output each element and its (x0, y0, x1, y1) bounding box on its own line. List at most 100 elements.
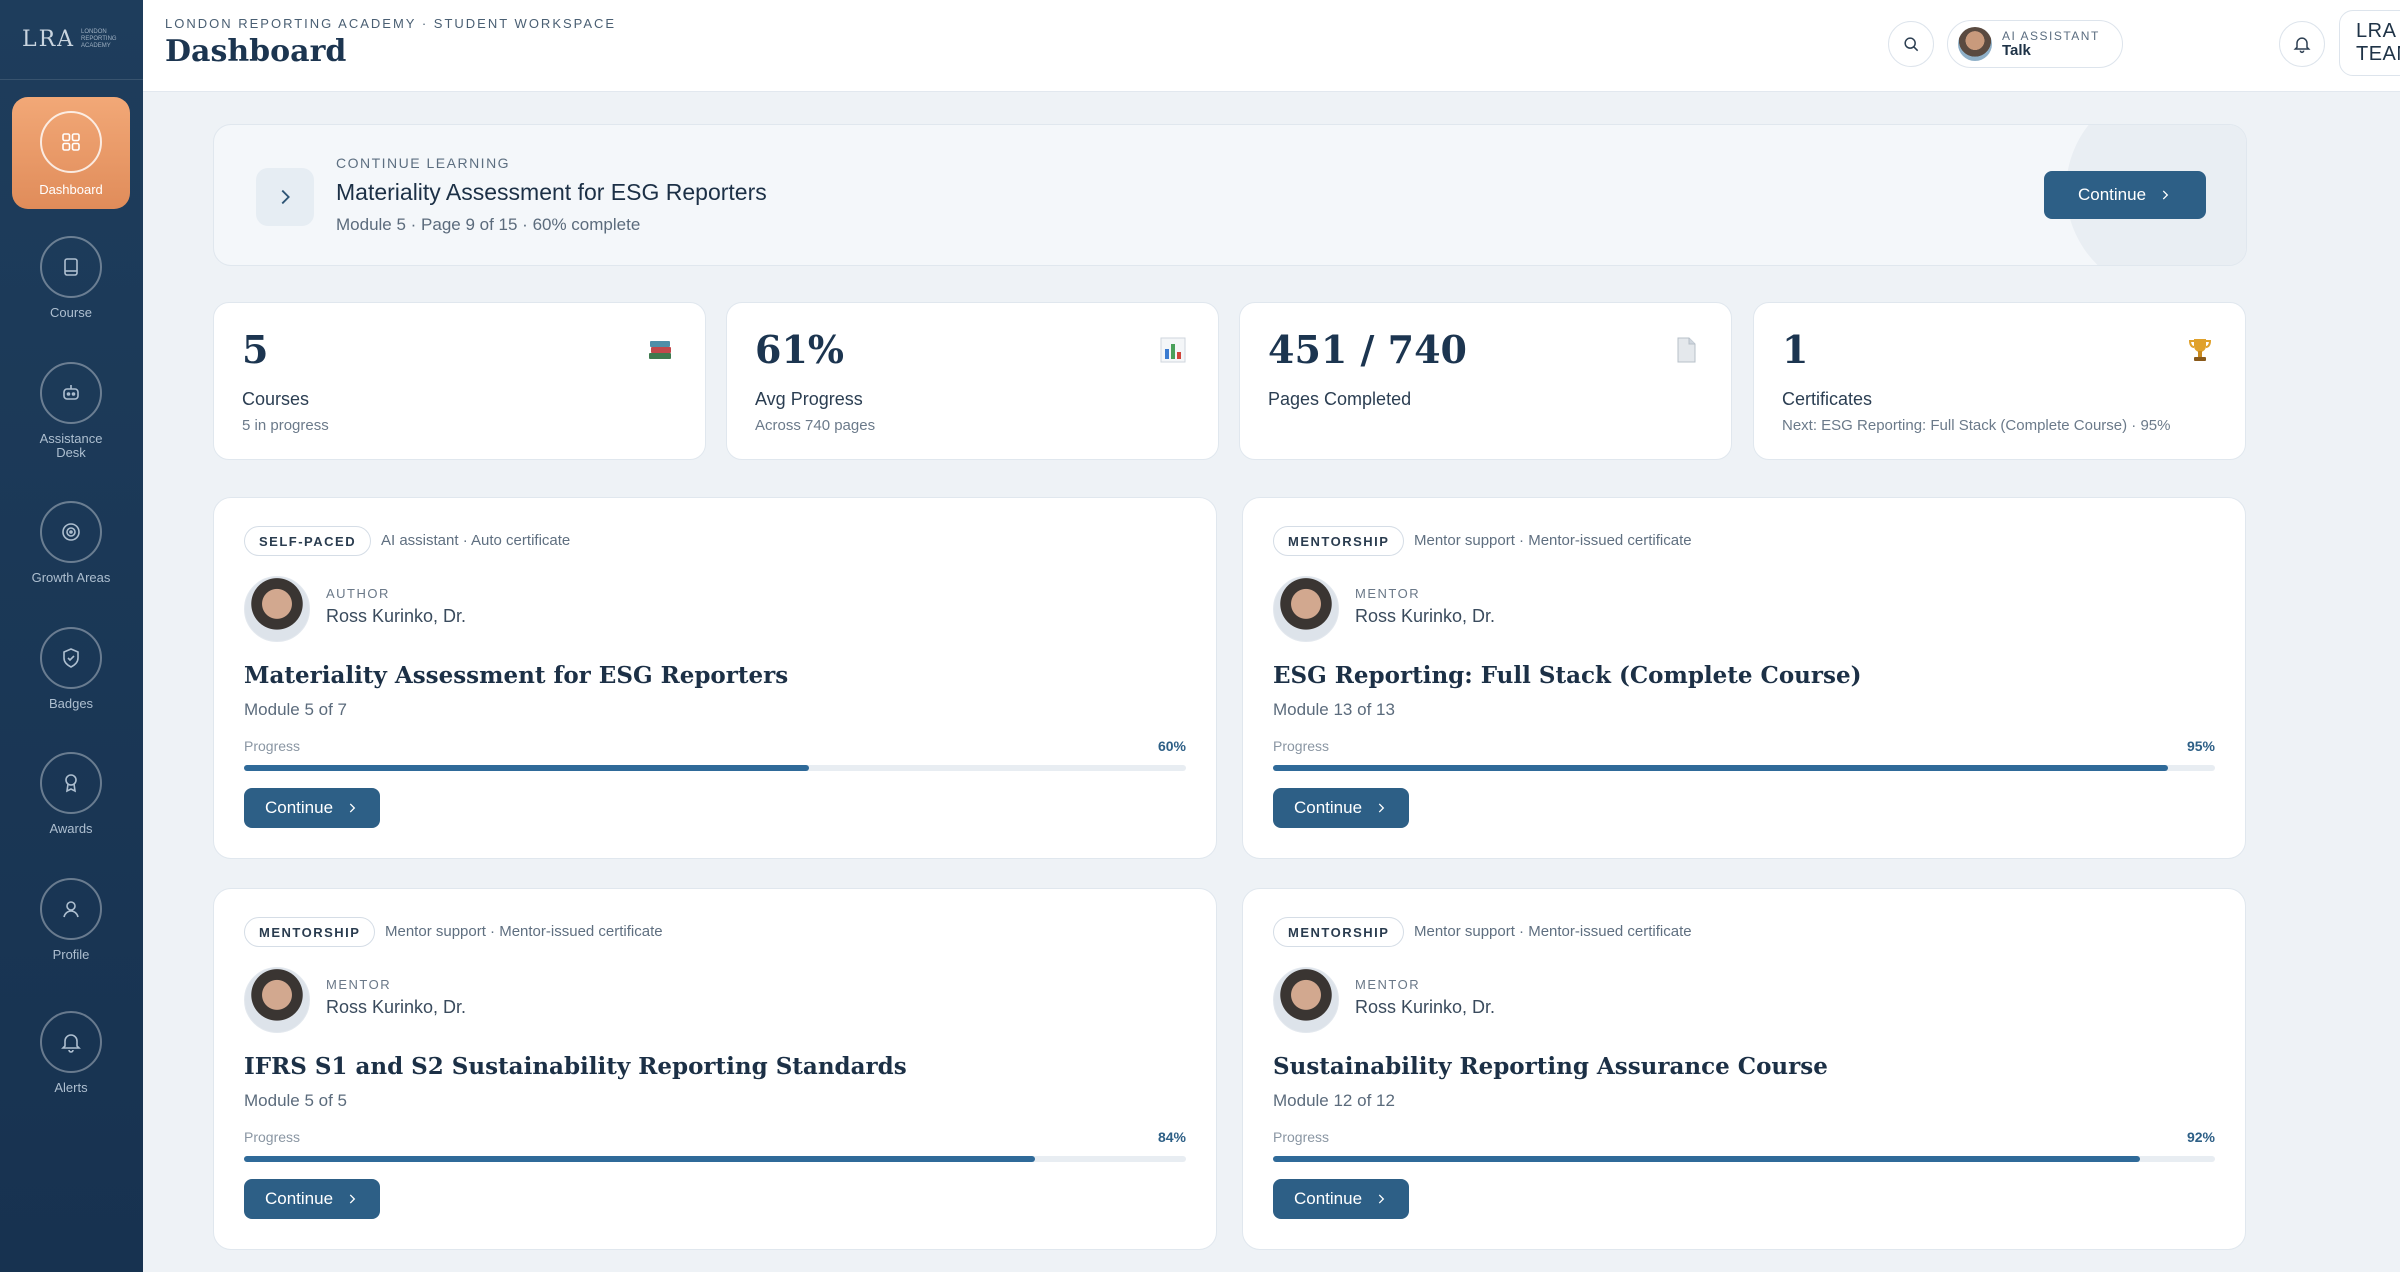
sidebar-item-dashboard[interactable]: Dashboard (12, 97, 130, 209)
search-button[interactable] (1888, 21, 1934, 67)
course-module: Module 13 of 13 (1273, 700, 1395, 719)
shield-check-icon (40, 627, 102, 689)
stat-label: Avg Progress (755, 389, 863, 409)
stat-value: 451 / 740 (1268, 327, 1467, 372)
progress-bar (244, 765, 1186, 771)
continue-button[interactable]: Continue (1273, 1179, 1409, 1219)
ai-assistant-label: AI Assistant (2002, 29, 2100, 43)
person-name: Ross Kurinko, Dr. (1355, 606, 1496, 626)
grid-icon (40, 111, 102, 173)
progress-value: 84% (1157, 1129, 1186, 1145)
page-title: Dashboard (165, 34, 347, 69)
progress-bar (244, 1156, 1186, 1162)
sidebar-item-label: Assistance Desk (39, 431, 103, 460)
stat-sub: Next: ESG Reporting: Full Stack (Complet… (1782, 417, 2171, 434)
avatar (1273, 576, 1339, 642)
progress-bar (1273, 765, 2215, 771)
progress-fill (244, 1156, 1036, 1162)
team-menu-button[interactable]: LRA TEAM LT (2339, 10, 2400, 76)
chevron-right-icon (349, 803, 356, 813)
continue-button-label: Continue (264, 798, 334, 817)
sidebar-item-alerts[interactable]: Alerts (12, 1011, 130, 1095)
progress-label: Progress (1273, 1129, 1330, 1145)
progress-fill (244, 765, 810, 771)
sidebar-item-label: Growth Areas (31, 570, 111, 585)
ai-assistant-button[interactable]: AI Assistant Talk (1947, 20, 2123, 68)
notifications-button[interactable] (2279, 21, 2325, 67)
stat-card-pages-completed: 451 / 740 Pages Completed (1239, 302, 1732, 460)
progress-value: 95% (2186, 738, 2215, 754)
course-title[interactable]: ESG Reporting: Full Stack (Complete Cour… (1273, 662, 1862, 689)
course-title[interactable]: Materiality Assessment for ESG Reporters (244, 662, 789, 689)
course-type-description: Mentor support · Mentor-issued certifica… (1414, 923, 1692, 940)
progress-fill (1273, 1156, 2140, 1162)
continue-button[interactable]: Continue (2044, 171, 2206, 219)
stat-card-courses: 5 Courses 5 in progress (213, 302, 706, 460)
person-name: Ross Kurinko, Dr. (326, 997, 467, 1017)
person-role: Author (326, 586, 390, 601)
banner-title: Materiality Assessment for ESG Reporters (336, 179, 767, 205)
stat-card-avg-progress: 61% Avg Progress Across 740 pages (726, 302, 1219, 460)
avatar (244, 967, 310, 1033)
course-title[interactable]: IFRS S1 and S2 Sustainability Reporting … (244, 1053, 907, 1080)
person-role: Mentor (326, 977, 392, 992)
course-card: MENTORSHIP Mentor support · Mentor-issue… (1242, 888, 2246, 1250)
person-name: Ross Kurinko, Dr. (326, 606, 467, 626)
avatar (244, 576, 310, 642)
stat-value: 1 (1782, 327, 1809, 372)
course-type-badge: MENTORSHIP (1273, 526, 1405, 556)
sidebar-item-profile[interactable]: Profile (12, 878, 130, 962)
brand-logo[interactable]: LRA London Reporting Academy (0, 0, 143, 80)
stat-label: Courses (242, 389, 310, 409)
sidebar-item-label: Course (50, 305, 92, 320)
award-icon (40, 752, 102, 814)
bell-icon (40, 1011, 102, 1073)
course-title[interactable]: Sustainability Reporting Assurance Cours… (1273, 1053, 1828, 1080)
banner-meta: Module 5 · Page 9 of 15 · 60% complete (336, 215, 641, 234)
trophy-icon (2183, 333, 2217, 367)
brand-subtitle: London Reporting Academy (81, 29, 117, 49)
person-name: Ross Kurinko, Dr. (1355, 997, 1496, 1017)
brand-mark: LRA (21, 27, 76, 52)
chevron-right-icon (1378, 803, 1385, 813)
sidebar-item-course[interactable]: Course (12, 236, 130, 320)
course-module: Module 5 of 7 (244, 700, 348, 719)
course-card: SELF-PACED AI assistant · Auto certifica… (213, 497, 1217, 859)
sidebar-item-assistance-desk[interactable]: Assistance Desk (12, 362, 130, 460)
sidebar-item-awards[interactable]: Awards (12, 752, 130, 836)
progress-bar (1273, 1156, 2215, 1162)
sidebar-item-badges[interactable]: Badges (12, 627, 130, 711)
course-type-description: Mentor support · Mentor-issued certifica… (1414, 532, 1692, 549)
continue-button[interactable]: Continue (244, 1179, 380, 1219)
header-eyebrow: London Reporting Academy · Student Works… (165, 16, 617, 31)
course-type-badge: SELF-PACED (244, 526, 372, 556)
chevron-right-icon (349, 1194, 356, 1204)
avatar (1958, 27, 1992, 61)
continue-button-label: Continue (264, 1189, 334, 1208)
target-icon (40, 501, 102, 563)
books-icon (643, 333, 677, 367)
sidebar-item-label: Profile (52, 947, 90, 962)
stat-sub: 5 in progress (242, 417, 329, 434)
sidebar-item-label: Awards (49, 821, 93, 836)
stat-label: Certificates (1782, 389, 1873, 409)
course-module: Module 12 of 12 (1273, 1091, 1395, 1110)
user-icon (40, 878, 102, 940)
continue-button[interactable]: Continue (244, 788, 380, 828)
sidebar: LRA London Reporting Academy Dashboard C… (0, 0, 143, 1272)
bar-chart-icon (1156, 333, 1190, 367)
stat-sub: Across 740 pages (755, 417, 876, 434)
stat-value: 5 (242, 327, 269, 372)
course-type-badge: MENTORSHIP (244, 917, 376, 947)
stat-label: Pages Completed (1268, 389, 1412, 409)
sidebar-item-growth-areas[interactable]: Growth Areas (12, 501, 130, 585)
person-role: Mentor (1355, 586, 1421, 601)
chevron-right-icon (1378, 1194, 1385, 1204)
chevron-right-icon (2162, 190, 2169, 200)
chevron-right-icon[interactable] (256, 168, 314, 226)
progress-fill (1273, 765, 2168, 771)
bell-icon (2293, 37, 2311, 54)
continue-button[interactable]: Continue (1273, 788, 1409, 828)
continue-button-label: Continue (1293, 798, 1363, 817)
avatar (1273, 967, 1339, 1033)
